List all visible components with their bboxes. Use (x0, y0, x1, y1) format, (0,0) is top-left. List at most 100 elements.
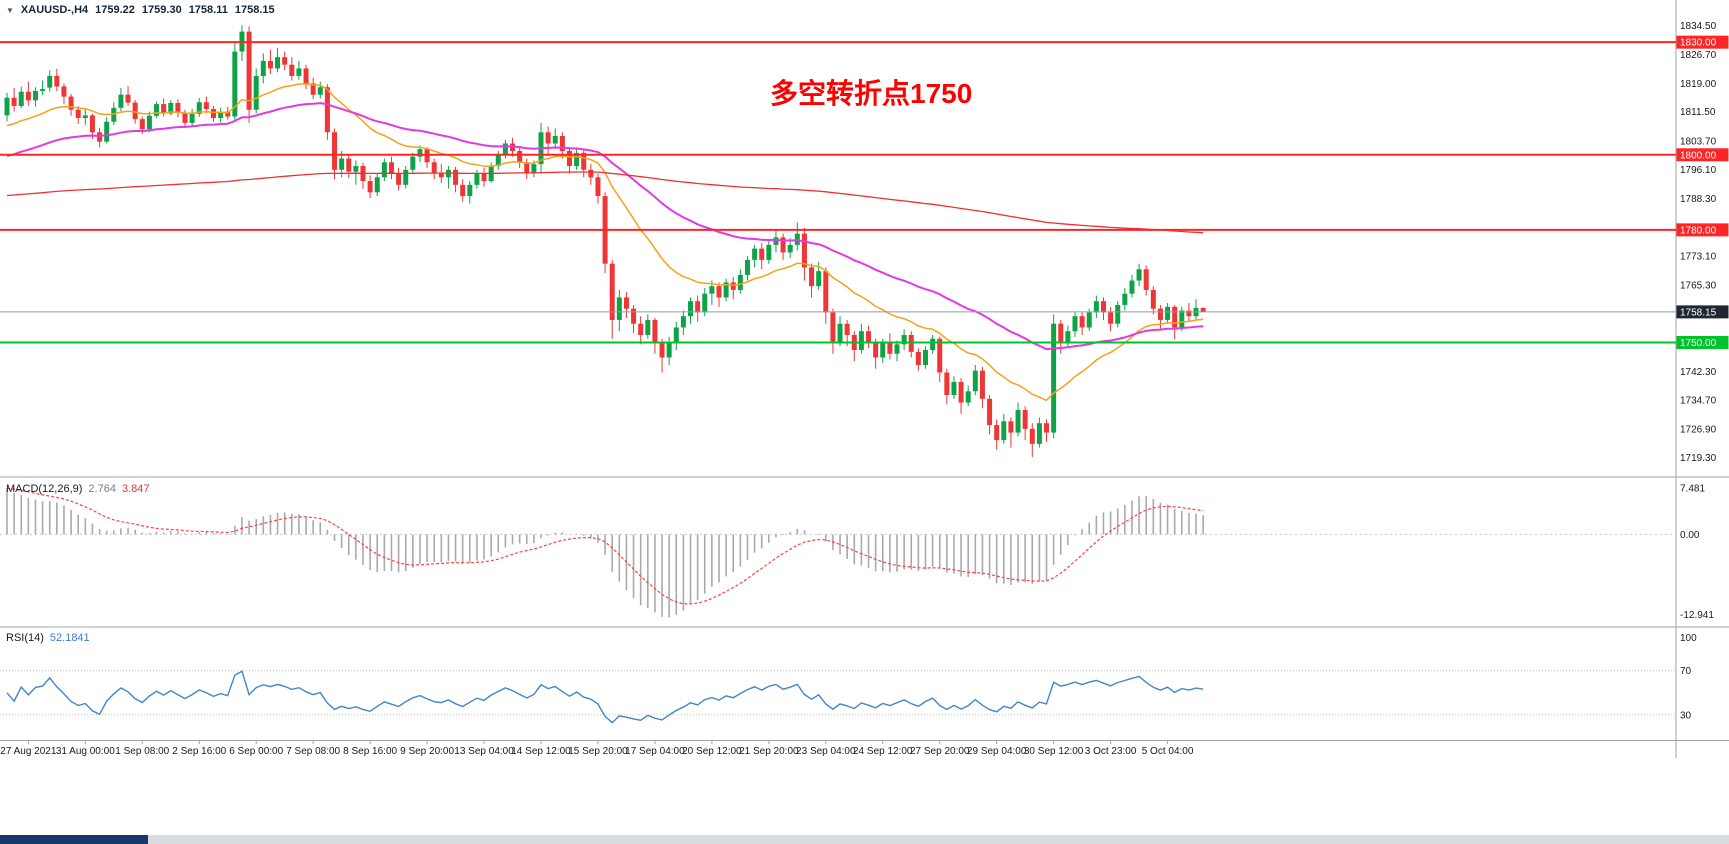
price-tick-label: 1726.90 (1680, 425, 1717, 436)
candle-body (894, 344, 900, 354)
candle-body (1051, 323, 1057, 433)
candle-body (616, 297, 622, 320)
ma-magenta-line (6, 102, 1204, 351)
candle-body (267, 60, 273, 69)
time-label: 5 Oct 04:00 (1142, 746, 1194, 757)
candle-body (609, 263, 615, 320)
candle-body (146, 115, 152, 130)
candle-body (1022, 410, 1028, 429)
candle-body (723, 282, 729, 298)
candle-body (688, 301, 694, 317)
price-badge-1750.00 (1676, 335, 1729, 349)
macd-scale-label: 0.00 (1680, 530, 1700, 541)
time-label: 13 Sep 04:00 (454, 746, 514, 757)
time-label: 8 Sep 16:00 (343, 746, 397, 757)
candle-body (1029, 428, 1035, 444)
candle-body (866, 331, 872, 343)
candle-body (545, 132, 551, 144)
candle-body (1086, 312, 1092, 328)
candle-body (11, 97, 17, 106)
candle-body (1115, 304, 1121, 324)
candle-body (972, 370, 978, 392)
ma-red-line (6, 171, 1204, 234)
candle-body (54, 75, 60, 87)
candle-body (517, 151, 523, 163)
candle-body (979, 370, 985, 399)
candle-body (353, 166, 359, 172)
candle-body (453, 169, 459, 185)
candle-body (75, 109, 81, 118)
candle-body (1072, 316, 1078, 332)
time-axis[interactable]: 27 Aug 2021 31 Aug 00:00 1 Sep 08:00 2 Sep … (0, 740, 1194, 758)
rsi-scale-label: 70 (1680, 666, 1692, 677)
price-tick-label: 1734.70 (1680, 395, 1717, 406)
horizontal-lines-layer (0, 41, 1676, 344)
candle-body (801, 233, 807, 268)
candle-body (175, 102, 181, 113)
candle-body (260, 60, 266, 76)
candle-body (410, 156, 416, 170)
price-badge-1830.00-text: 1830.00 (1680, 38, 1717, 49)
candle-body (324, 87, 330, 133)
candle-body (381, 162, 387, 178)
candle-body (282, 57, 288, 65)
candle-body (460, 184, 466, 197)
candle-body (930, 338, 936, 350)
macd-signal-line (6, 487, 1204, 605)
candle-body (47, 75, 53, 88)
candle-body (225, 111, 231, 117)
candle-body (1001, 421, 1007, 441)
macd-scale-label: -12.941 (1680, 610, 1714, 621)
candle-body (766, 244, 772, 260)
candle-body (809, 267, 815, 287)
candle-body (552, 136, 558, 144)
candle-body (773, 237, 779, 245)
symbol-name: XAUUSD-,H4 (20, 4, 89, 16)
candle-body (367, 181, 373, 193)
candle-body (1093, 301, 1099, 313)
candle-body (275, 57, 281, 69)
time-label: 24 Sep 12:00 (853, 746, 913, 757)
candle-body (709, 286, 715, 294)
time-label: 31 Aug 00:00 (56, 746, 115, 757)
time-label: 1 Sep 08:00 (115, 746, 169, 757)
candle-body (623, 297, 629, 309)
time-label: 27 Aug 2021 (0, 746, 57, 757)
macd-name: MACD(12,26,9) (6, 483, 83, 495)
candle-body (32, 90, 38, 101)
price-tick-label: 1803.70 (1680, 136, 1717, 147)
candle-body (631, 308, 637, 324)
candle-body (1108, 312, 1114, 324)
candle-body (1065, 331, 1071, 343)
candle-body (595, 177, 601, 197)
candle-body (1172, 306, 1178, 328)
candle-body (944, 372, 950, 396)
candle-body (182, 112, 188, 123)
candle-body (189, 113, 195, 123)
candle-body (994, 425, 1000, 441)
price-axis[interactable]: 1834.50 1826.70 1819.00 1811.50 1803.70 1796.… (1676, 21, 1729, 722)
candle-body (431, 162, 437, 174)
candle-body (574, 152, 580, 167)
symbol-info: ▼ XAUUSD-,H4 1759.22 1759.30 1758.11 175… (6, 4, 275, 16)
price-tick-label: 1742.30 (1680, 367, 1717, 378)
candle-body (645, 319, 651, 335)
bottom-left-accent (0, 835, 148, 844)
candle-body (68, 96, 74, 110)
candle-body (1129, 280, 1135, 294)
candle-body (4, 97, 10, 116)
time-label: 14 Sep 12:00 (511, 746, 571, 757)
macd-signal-value: 3.847 (121, 483, 150, 495)
candle-body (396, 173, 402, 185)
candle-body (673, 327, 679, 343)
time-label: 9 Sep 20:00 (400, 746, 454, 757)
candle-body (25, 91, 31, 101)
time-label: 7 Sep 08:00 (286, 746, 340, 757)
moving-averages-layer (6, 83, 1204, 402)
current-price-badge-text: 1758.15 (1680, 307, 1717, 318)
price-tick-label: 1811.50 (1680, 107, 1716, 118)
time-label: 27 Sep 20:00 (910, 746, 970, 757)
candle-body (794, 233, 800, 245)
symbol-dropdown-icon[interactable]: ▼ (6, 5, 14, 15)
